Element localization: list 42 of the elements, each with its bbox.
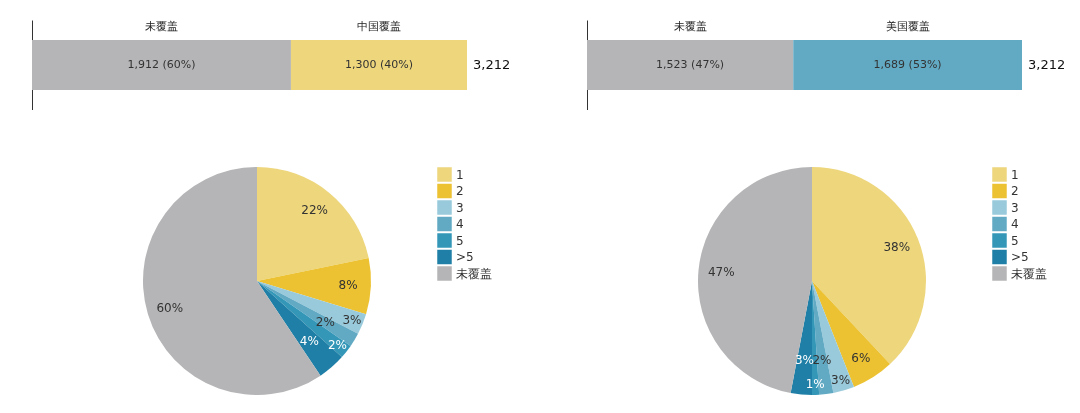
data-label: 2%: [812, 353, 832, 368]
data-label: 38%: [883, 240, 911, 255]
legend-label: 未覆盖: [456, 266, 492, 281]
legend-label: 4: [456, 217, 464, 231]
data-label: 1,523 (47%): [656, 58, 725, 71]
data-label: 2%: [315, 315, 335, 330]
legend-label: 1: [456, 167, 464, 182]
data-label: 3%: [831, 372, 851, 387]
legend-label: 2: [1011, 184, 1019, 198]
pie-slice: [812, 167, 926, 365]
data-label: 1,912 (60%): [127, 58, 196, 71]
legend-label: >5: [456, 250, 474, 264]
legend-label: 5: [1011, 233, 1019, 248]
data-label: 47%: [707, 265, 735, 280]
legend-label: 1: [1011, 167, 1019, 182]
data-label: 60%: [156, 300, 184, 315]
data-label: 3%: [794, 353, 815, 368]
pie-slice: [257, 281, 367, 334]
total-label: 3,212: [1028, 57, 1066, 72]
series-label: 美国覆盖: [885, 20, 930, 33]
pie-slice: [257, 167, 369, 281]
data-label: 1,689 (53%): [873, 58, 942, 71]
legend-label: 2: [456, 184, 464, 198]
data-label: 6%: [851, 351, 871, 365]
legend-label: 3: [1011, 200, 1019, 215]
total-label: 3,212: [473, 57, 511, 72]
series-label: 中国覆盖: [356, 20, 401, 33]
pie-slice: [257, 258, 371, 315]
legend-label: 3: [456, 200, 464, 215]
data-label: 3%: [342, 312, 362, 327]
data-label: 1%: [805, 376, 825, 391]
legend-label: >5: [1011, 250, 1029, 264]
series-label: 未覆盖: [144, 20, 178, 33]
data-label: 1,300 (40%): [344, 58, 413, 71]
legend-label: 4: [1011, 217, 1019, 231]
data-label: 2%: [327, 337, 348, 352]
data-label: 22%: [301, 203, 328, 218]
data-label: 4%: [299, 334, 319, 349]
data-label: 8%: [338, 278, 358, 293]
legend-label: 未覆盖: [1011, 266, 1047, 281]
legend-label: 5: [456, 233, 464, 248]
series-label: 未覆盖: [673, 20, 707, 33]
